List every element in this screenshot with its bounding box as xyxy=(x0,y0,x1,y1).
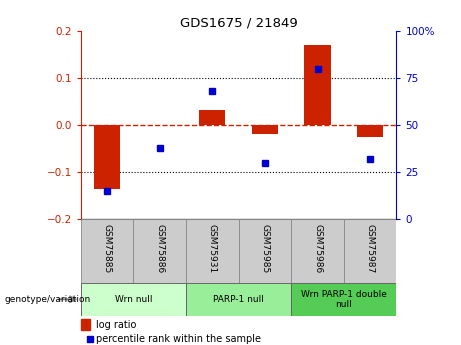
Bar xyxy=(304,45,331,125)
Bar xyxy=(344,219,396,283)
Bar xyxy=(81,283,186,316)
Bar xyxy=(199,110,225,125)
Bar xyxy=(239,219,291,283)
Text: GSM75985: GSM75985 xyxy=(260,224,269,274)
Bar xyxy=(252,125,278,135)
Text: genotype/variation: genotype/variation xyxy=(5,295,91,304)
Text: GSM75886: GSM75886 xyxy=(155,224,164,274)
Bar xyxy=(186,219,239,283)
Text: GSM75986: GSM75986 xyxy=(313,224,322,274)
Text: log ratio: log ratio xyxy=(96,320,137,330)
Title: GDS1675 / 21849: GDS1675 / 21849 xyxy=(180,17,297,30)
Text: GSM75987: GSM75987 xyxy=(366,224,375,274)
Text: PARP-1 null: PARP-1 null xyxy=(213,295,264,304)
Bar xyxy=(81,319,90,330)
Text: percentile rank within the sample: percentile rank within the sample xyxy=(96,334,261,344)
Text: GSM75885: GSM75885 xyxy=(102,224,112,274)
Bar xyxy=(81,219,133,283)
Bar xyxy=(133,219,186,283)
Text: GSM75931: GSM75931 xyxy=(208,224,217,274)
Bar xyxy=(291,283,396,316)
Bar xyxy=(186,283,291,316)
Bar xyxy=(291,219,344,283)
Bar xyxy=(94,125,120,188)
Bar xyxy=(357,125,383,137)
Text: Wrn null: Wrn null xyxy=(114,295,152,304)
Text: Wrn PARP-1 double
null: Wrn PARP-1 double null xyxy=(301,289,387,309)
